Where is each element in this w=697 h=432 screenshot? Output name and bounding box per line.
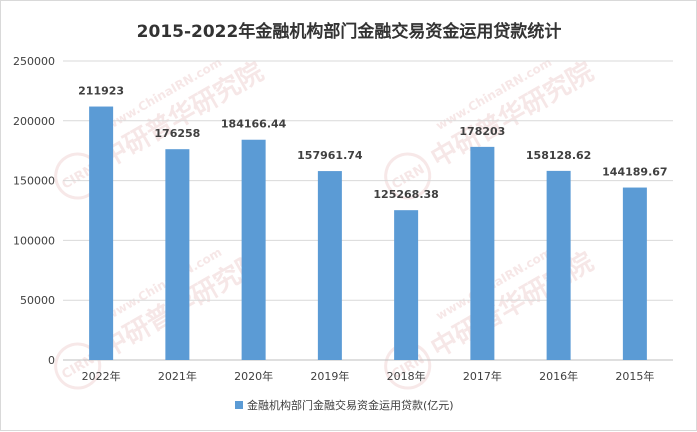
data-label: 176258 [154,127,200,140]
y-tick-label: 200000 [13,115,55,128]
y-tick-label: 150000 [13,175,55,188]
bar [165,149,190,360]
chart-title: 2015-2022年金融机构部门金融交易资金运用贷款统计 [137,21,562,42]
legend-swatch [235,401,243,409]
data-label: 157961.74 [297,149,363,162]
bar [470,146,495,360]
y-tick-label: 100000 [13,234,55,247]
data-label: 184166.44 [221,118,287,131]
x-tick-label: 2017年 [463,369,502,383]
data-label: 144189.67 [602,166,667,179]
data-labels: 211923 176258 184166.44 157961.74 125268.38 1… [78,85,667,202]
y-axis: 0 50000 100000 150000 200000 250000 [13,55,55,367]
y-tick-label: 0 [48,354,55,367]
bar [317,171,342,360]
bar [622,187,647,360]
bar [394,210,419,360]
bar [241,139,266,360]
x-tick-label: 2019年 [310,369,349,383]
x-tick-label: 2015年 [615,369,654,383]
data-label: 125268.38 [373,188,438,201]
bar [89,106,114,360]
x-tick-label: 2021年 [158,369,197,383]
x-axis: 2022年 2021年 2020年 2019年 2018年 2017年 2016年 2015年 [82,369,655,383]
gridlines [63,60,673,361]
bars [89,106,647,360]
legend: 金融机构部门金融交易资金运用贷款(亿元) [235,398,454,412]
y-tick-label: 250000 [13,55,55,68]
y-tick-label: 50000 [20,294,55,307]
data-label: 211923 [78,85,124,98]
data-label: 178203 [459,125,505,138]
watermark-badge-icon [384,152,432,200]
legend-label: 金融机构部门金融交易资金运用贷款(亿元) [247,398,454,412]
x-tick-label: 2018年 [387,369,426,383]
x-tick-label: 2022年 [82,369,121,383]
bar [546,170,571,360]
x-tick-label: 2020年 [234,369,273,383]
data-label: 158128.62 [526,149,591,162]
x-tick-label: 2016年 [539,369,578,383]
